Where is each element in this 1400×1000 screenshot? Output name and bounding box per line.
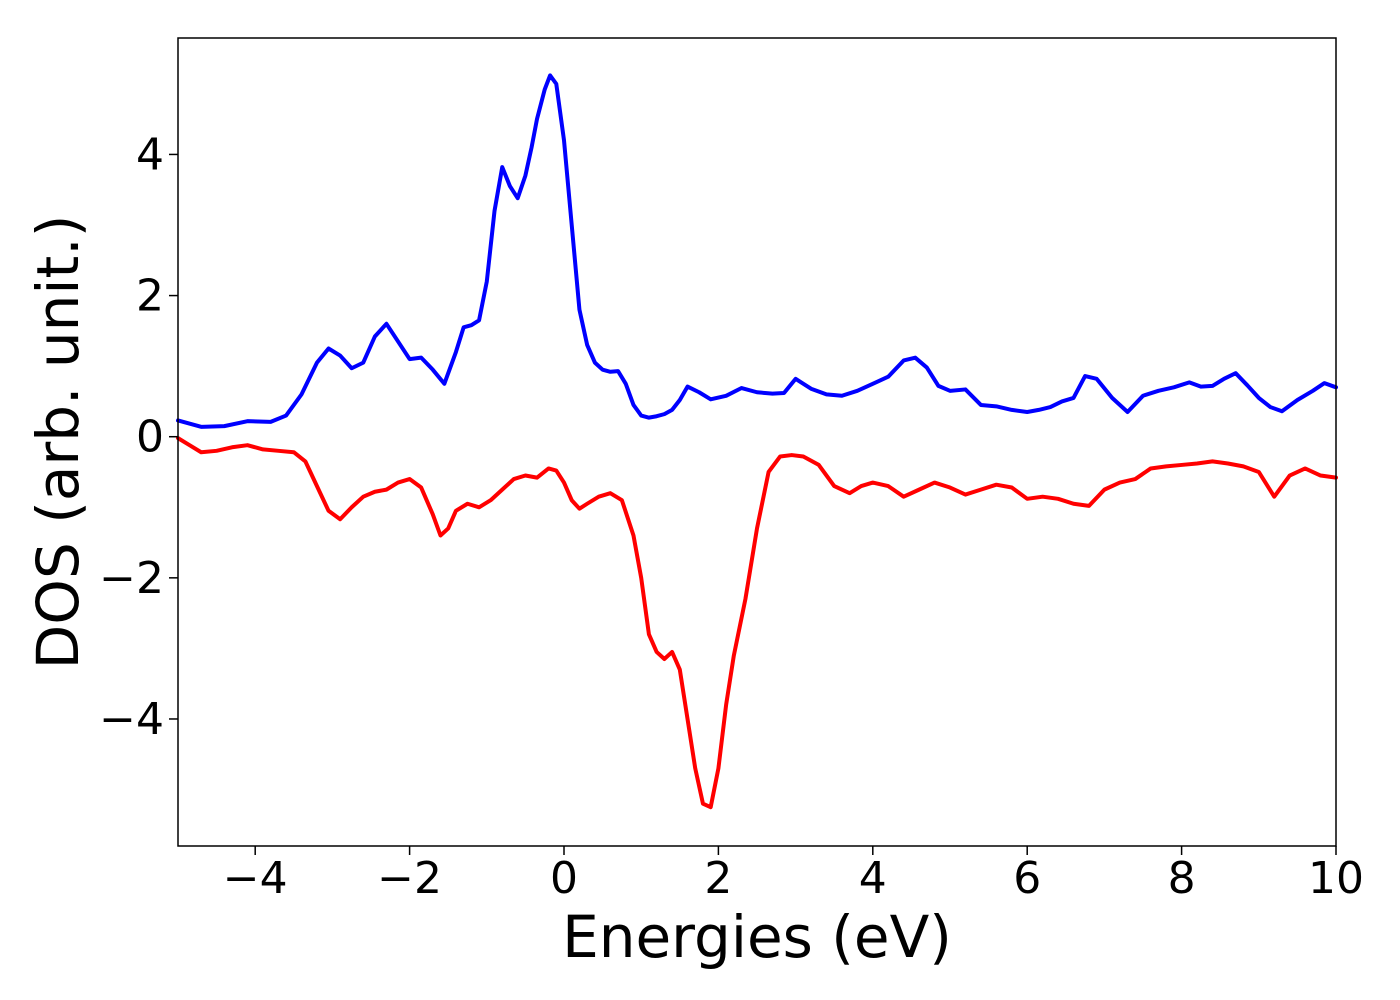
y-axis-ticks: −4 −2 0 2 4 [99,129,178,745]
x-tick-label: −4 [223,853,288,904]
series-line-lower [176,436,1338,810]
x-tick-label: 2 [704,853,732,904]
x-axis-label: Energies (eV) [562,903,952,971]
x-tick-label: 8 [1168,853,1196,904]
series-line-upper [176,73,1338,429]
x-tick-label: −2 [377,853,442,904]
x-tick-label: 0 [550,853,578,904]
y-tick-label: −4 [99,694,164,745]
x-tick-label: 10 [1308,853,1364,904]
y-tick-label: −2 [99,553,164,604]
x-tick-label: 6 [1013,853,1041,904]
plot-frame [177,37,1337,847]
y-tick-label: 0 [136,412,164,463]
x-axis-ticks: −4 −2 0 2 4 6 8 10 [223,846,1364,904]
y-axis-label: DOS (arb. unit.) [24,215,92,670]
series-layer [176,73,1338,810]
x-tick-label: 4 [859,853,887,904]
y-tick-label: 4 [136,129,164,180]
y-tick-label: 2 [136,271,164,322]
